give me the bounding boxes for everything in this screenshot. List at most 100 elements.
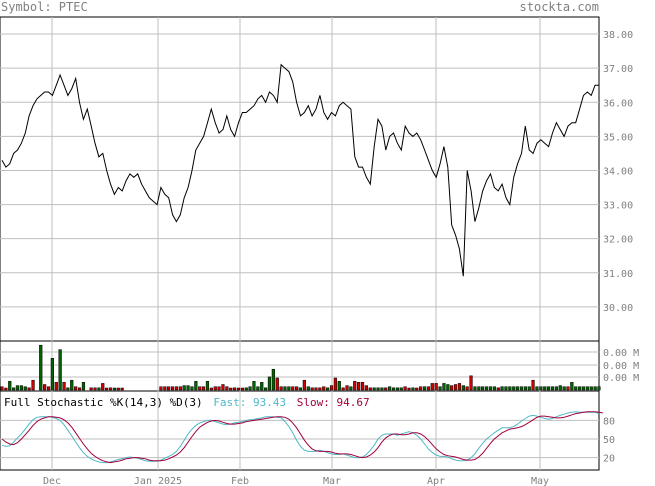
volume-bar bbox=[264, 387, 268, 391]
volume-panel-frame bbox=[0, 340, 600, 392]
volume-bar bbox=[341, 387, 345, 391]
stochastic-tick-label: 20 bbox=[603, 454, 615, 465]
price-panel-frame bbox=[0, 16, 600, 342]
volume-bar bbox=[438, 386, 442, 391]
volume-bar bbox=[543, 386, 547, 391]
volume-bar bbox=[74, 386, 78, 391]
volume-bar bbox=[388, 386, 392, 391]
volume-bar bbox=[430, 383, 434, 391]
volume-bar bbox=[174, 386, 179, 391]
volume-bar bbox=[411, 387, 415, 391]
volume-bar bbox=[457, 383, 462, 391]
volume-bar bbox=[306, 386, 310, 391]
volume-bar bbox=[283, 386, 287, 391]
volume-bar bbox=[407, 387, 411, 391]
volume-bar bbox=[229, 387, 233, 391]
volume-bar bbox=[473, 386, 477, 391]
volume-bar bbox=[186, 385, 190, 391]
volume-tick-label: 0.00 M bbox=[603, 373, 639, 384]
price-y-axis: 38.00 37.00 36.00 35.00 34.00 33.00 32.00 31.00… bbox=[603, 30, 633, 314]
volume-bar bbox=[496, 387, 500, 391]
volume-bar bbox=[58, 349, 62, 391]
price-tick-label: 31.00 bbox=[603, 269, 633, 280]
site-link[interactable]: stockta.com bbox=[519, 0, 599, 14]
volume-bar bbox=[546, 386, 551, 391]
volume-bar bbox=[574, 386, 578, 391]
volume-bar bbox=[562, 386, 566, 391]
x-tick-label: Dec bbox=[43, 476, 61, 486]
volume-bar bbox=[108, 387, 113, 391]
volume-bar bbox=[201, 386, 206, 391]
volume-bar bbox=[461, 385, 465, 391]
volume-bar bbox=[105, 387, 109, 391]
volume-bar bbox=[535, 386, 539, 391]
volume-bar bbox=[120, 387, 124, 391]
volume-bar bbox=[570, 382, 574, 391]
volume-bar bbox=[298, 387, 303, 391]
stochastic-panel-frame bbox=[0, 390, 600, 471]
stochastic-tick-label: 50 bbox=[603, 435, 615, 446]
volume-bar bbox=[531, 379, 535, 391]
volume-bar bbox=[205, 381, 210, 391]
volume-bar bbox=[15, 385, 20, 391]
volume-bar bbox=[395, 387, 400, 391]
volume-bar bbox=[182, 385, 186, 391]
volume-bar bbox=[287, 386, 291, 391]
stochastic-tick-label: 80 bbox=[603, 416, 615, 427]
volume-bar bbox=[267, 376, 272, 391]
volume-bar bbox=[434, 383, 438, 391]
volume-bar bbox=[376, 387, 380, 391]
volume-bar bbox=[170, 386, 175, 391]
volume-bar bbox=[50, 358, 54, 391]
volume-bar bbox=[97, 387, 101, 391]
x-tick-label: Mar bbox=[323, 476, 341, 486]
volume-bar bbox=[353, 381, 357, 391]
price-tick-label: 35.00 bbox=[603, 132, 633, 143]
volume-bar bbox=[372, 387, 376, 391]
volume-bar bbox=[581, 386, 586, 391]
volume-bar bbox=[27, 387, 31, 391]
volume-bar bbox=[275, 377, 279, 391]
symbol-label: Symbol: PTEC bbox=[1, 0, 88, 14]
volume-bar bbox=[167, 386, 171, 391]
volume-bar bbox=[504, 386, 508, 391]
price-tick-label: 33.00 bbox=[603, 201, 633, 212]
volume-bar bbox=[399, 387, 403, 391]
volume-bar bbox=[329, 385, 334, 391]
volume-bar bbox=[477, 386, 481, 391]
volume-bar bbox=[589, 386, 593, 391]
volume-bar bbox=[391, 387, 396, 391]
price-tick-label: 38.00 bbox=[603, 30, 633, 41]
volume-bar bbox=[322, 386, 326, 391]
volume-bar bbox=[101, 383, 105, 391]
x-axis: Dec Jan 2025 Feb Mar Apr May bbox=[43, 476, 549, 486]
volume-bar bbox=[578, 386, 582, 391]
volume-bar bbox=[19, 385, 23, 391]
volume-bar bbox=[481, 386, 485, 391]
x-tick-label: May bbox=[531, 476, 549, 486]
volume-bar bbox=[213, 386, 217, 391]
volume-bar bbox=[302, 379, 306, 391]
volume-bar bbox=[380, 387, 384, 391]
volume-bar bbox=[66, 387, 70, 391]
volume-bar bbox=[403, 386, 407, 391]
volume-bar bbox=[508, 386, 512, 391]
volume-bar bbox=[112, 387, 117, 391]
volume-bar bbox=[221, 384, 225, 391]
x-tick-label: Feb bbox=[231, 476, 249, 486]
volume-bar bbox=[465, 386, 469, 391]
volume-bar bbox=[500, 386, 504, 391]
stochastic-title: Full Stochastic %K(14,3) %D(3) bbox=[4, 396, 203, 409]
volume-bar bbox=[419, 386, 423, 391]
volume-bar bbox=[512, 386, 516, 391]
volume-bar bbox=[252, 381, 256, 391]
fast-value-label: Fast: 93.43 bbox=[213, 396, 287, 409]
volume-bar bbox=[159, 386, 163, 391]
volume-bar bbox=[333, 377, 337, 391]
volume-bar bbox=[384, 387, 388, 391]
volume-bar bbox=[248, 386, 252, 391]
volume-bar bbox=[593, 386, 597, 391]
volume-tick-label: 0.00 M bbox=[603, 361, 639, 372]
volume-bar bbox=[217, 386, 221, 391]
